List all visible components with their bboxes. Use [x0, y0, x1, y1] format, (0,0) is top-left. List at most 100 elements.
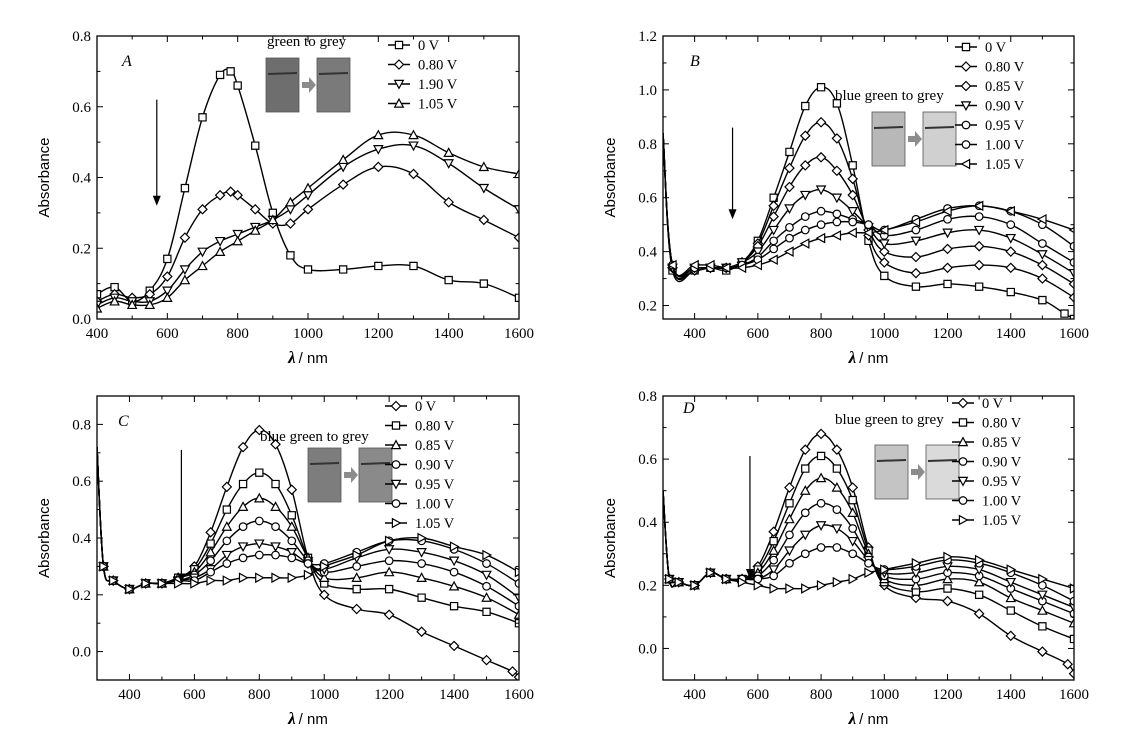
color-change-annotation: blue green to grey — [835, 88, 944, 104]
data-point — [109, 575, 119, 586]
data-point — [801, 464, 810, 473]
plot-area — [663, 428, 1074, 680]
data-point — [768, 254, 778, 266]
data-point — [513, 232, 519, 243]
x-tick-label: 1000 — [869, 326, 899, 342]
data-point — [198, 113, 207, 122]
data-point — [847, 189, 859, 201]
film-edge — [267, 72, 298, 75]
trend-arrow-head — [728, 209, 737, 220]
data-point — [448, 640, 460, 652]
data-point — [816, 451, 826, 461]
data-point — [784, 482, 795, 493]
data-point — [351, 572, 363, 582]
x-axis-unit: / nm — [299, 350, 328, 367]
data-point — [337, 154, 349, 165]
data-point — [799, 530, 811, 541]
data-point — [878, 239, 890, 250]
legend-label: 0.95 V — [982, 474, 1022, 490]
film-edge — [927, 459, 958, 462]
data-point — [974, 282, 984, 291]
data-point — [214, 189, 226, 201]
data-point — [408, 168, 419, 180]
panel-c: 400 600 800 1000 1200 1400 1600 0.0 0.2 0.4 0.6 0.8… — [36, 395, 534, 728]
data-point — [831, 133, 843, 144]
data-point — [831, 444, 843, 455]
data-point — [847, 173, 859, 185]
data-point — [1037, 590, 1048, 601]
data-point — [514, 293, 519, 302]
data-point — [286, 251, 295, 260]
data-point — [409, 261, 418, 271]
data-point — [1006, 564, 1017, 575]
legend-marker — [958, 418, 968, 427]
data-point — [408, 141, 419, 152]
data-point — [478, 214, 490, 226]
data-point — [1068, 268, 1074, 279]
y-axis-title: Absorbance — [36, 137, 53, 217]
legend-label: 0.85 V — [985, 79, 1025, 95]
data-point — [769, 555, 779, 565]
data-point — [848, 495, 857, 505]
color-change-annotation: blue green to grey — [835, 412, 944, 428]
data-point — [287, 511, 296, 520]
data-point — [769, 536, 778, 546]
data-point — [513, 671, 519, 680]
data-point — [254, 516, 264, 526]
data-point — [1062, 658, 1074, 670]
axes-frame — [662, 35, 1075, 320]
data-point — [815, 116, 827, 128]
series-line-3 — [663, 132, 1074, 280]
data-point — [816, 580, 827, 591]
x-axis-title: λ / nm — [287, 348, 328, 367]
data-point — [1037, 273, 1048, 284]
x-tick-label: 400 — [118, 687, 141, 703]
y-tick-label: 0.2 — [72, 241, 91, 257]
data-point — [815, 232, 826, 244]
data-point — [197, 203, 208, 215]
legend-marker — [391, 421, 401, 430]
data-point — [481, 570, 492, 581]
legend-label: 0 V — [415, 399, 437, 415]
data-point — [799, 485, 811, 495]
data-point — [449, 541, 460, 552]
data-point — [97, 302, 103, 313]
data-point — [417, 559, 426, 568]
data-point — [144, 299, 156, 310]
data-point — [942, 573, 953, 584]
data-point — [206, 539, 215, 548]
film-before-thumbnail — [874, 444, 909, 500]
data-point — [449, 567, 459, 577]
data-point — [816, 83, 826, 92]
data-point — [799, 238, 810, 249]
data-point — [286, 484, 298, 496]
data-point — [190, 578, 200, 589]
film-after-thumbnail — [922, 111, 957, 167]
data-point — [832, 209, 842, 219]
data-point — [303, 569, 314, 581]
data-point — [816, 543, 826, 552]
y-tick-label: 0.8 — [638, 137, 657, 153]
film-before-thumbnail — [307, 447, 342, 503]
x-tick-label: 1200 — [933, 687, 963, 703]
data-point — [911, 225, 921, 235]
data-point — [752, 247, 764, 258]
data-point — [222, 575, 233, 586]
data-point — [1005, 592, 1017, 603]
data-point — [768, 545, 779, 555]
legend-marker — [391, 499, 401, 508]
data-point — [1038, 622, 1047, 631]
data-point — [206, 567, 215, 577]
data-point — [206, 575, 217, 586]
legend-label: 0.80 V — [418, 58, 458, 74]
data-point — [801, 583, 811, 594]
data-point — [337, 179, 349, 190]
data-point — [785, 558, 794, 568]
legend-marker — [960, 101, 972, 112]
data-point — [831, 481, 843, 492]
film-edge — [876, 459, 907, 462]
data-point — [237, 542, 249, 553]
data-point — [785, 583, 796, 594]
data-point — [942, 595, 953, 607]
data-point — [352, 549, 363, 561]
